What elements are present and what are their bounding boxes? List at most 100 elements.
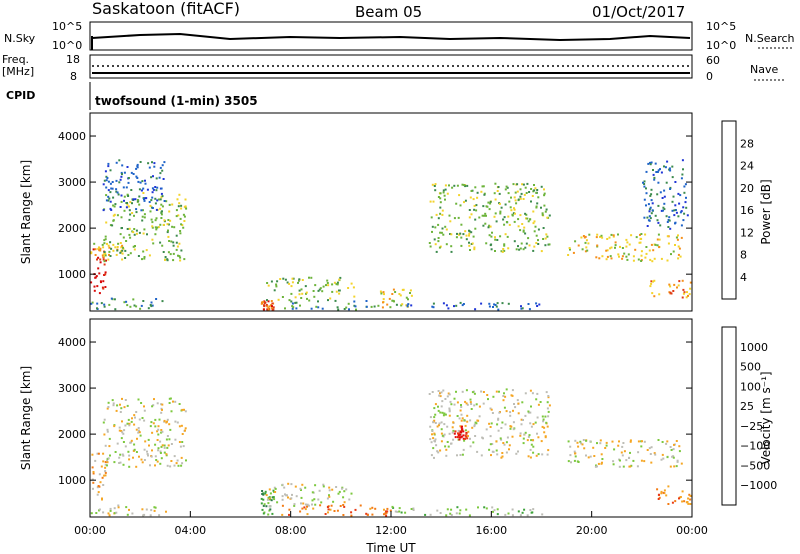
data-cell bbox=[122, 432, 125, 435]
data-cell bbox=[109, 507, 112, 510]
data-cell bbox=[179, 259, 182, 262]
data-cell bbox=[402, 288, 405, 291]
data-cell bbox=[140, 402, 143, 404]
data-cell bbox=[621, 255, 624, 258]
data-cell bbox=[120, 216, 123, 219]
data-cell bbox=[335, 283, 338, 286]
data-cell bbox=[497, 186, 500, 188]
data-cell bbox=[434, 422, 437, 424]
data-cell bbox=[527, 455, 530, 458]
data-cell bbox=[121, 397, 123, 400]
data-cell bbox=[102, 452, 105, 455]
data-cell bbox=[455, 390, 457, 393]
y-tick-label: 1000 bbox=[58, 268, 86, 281]
data-cell bbox=[478, 405, 481, 408]
data-cell bbox=[534, 421, 537, 424]
data-cell bbox=[657, 233, 660, 236]
data-cell bbox=[663, 492, 666, 495]
data-cell bbox=[540, 250, 543, 253]
data-cell bbox=[116, 214, 119, 217]
data-cell bbox=[118, 462, 121, 464]
data-cell bbox=[621, 257, 624, 260]
data-cell bbox=[599, 439, 602, 442]
data-cell bbox=[434, 413, 437, 416]
data-cell bbox=[429, 200, 432, 203]
data-cell bbox=[96, 302, 99, 305]
data-cell bbox=[345, 306, 348, 309]
data-cell bbox=[406, 305, 409, 308]
data-cell bbox=[678, 280, 681, 283]
data-cell bbox=[152, 188, 155, 191]
data-cell bbox=[107, 258, 110, 261]
data-cell bbox=[640, 260, 643, 262]
data-cell bbox=[681, 490, 684, 493]
colorbar-tick-label: −25 bbox=[740, 420, 763, 433]
data-cell bbox=[175, 234, 178, 237]
data-cell bbox=[525, 242, 528, 245]
data-cell bbox=[326, 497, 329, 500]
colorbar-tick-label: 100 bbox=[740, 380, 761, 393]
data-cell bbox=[625, 238, 628, 241]
data-cell bbox=[472, 235, 475, 238]
data-cell bbox=[540, 206, 542, 209]
data-cell bbox=[442, 191, 445, 194]
data-cell bbox=[161, 169, 164, 172]
data-cell bbox=[505, 410, 508, 413]
data-cell bbox=[101, 476, 104, 479]
data-cell bbox=[530, 443, 533, 446]
data-cell bbox=[102, 209, 105, 212]
data-cell bbox=[649, 285, 652, 288]
data-cell bbox=[440, 405, 443, 408]
data-cell bbox=[96, 307, 98, 310]
data-cell bbox=[448, 184, 450, 187]
data-cell bbox=[265, 494, 268, 497]
data-cell bbox=[504, 423, 507, 426]
data-cell bbox=[683, 185, 686, 188]
data-cell bbox=[606, 249, 609, 252]
data-cell bbox=[444, 445, 447, 448]
data-cell bbox=[138, 203, 141, 206]
data-cell bbox=[184, 198, 187, 201]
data-cell bbox=[135, 465, 138, 468]
y-tick-label: 2000 bbox=[58, 222, 86, 235]
data-cell bbox=[119, 461, 122, 464]
data-cell bbox=[537, 196, 540, 199]
data-cell bbox=[676, 238, 679, 241]
data-cell bbox=[520, 418, 523, 421]
data-cell bbox=[650, 161, 653, 164]
data-cell bbox=[468, 514, 471, 517]
velocity-axes-frame bbox=[89, 318, 693, 518]
data-cell bbox=[342, 514, 345, 516]
data-cell bbox=[128, 227, 131, 230]
data-cell bbox=[147, 454, 149, 457]
data-cell bbox=[302, 502, 305, 505]
data-cell bbox=[293, 504, 296, 507]
data-cell bbox=[643, 180, 646, 183]
data-cell bbox=[338, 289, 340, 292]
data-cell bbox=[453, 305, 455, 308]
data-cell bbox=[650, 243, 653, 246]
data-cell bbox=[457, 216, 460, 219]
data-cell bbox=[524, 414, 527, 417]
data-cell bbox=[100, 281, 102, 284]
data-cell bbox=[304, 503, 307, 506]
colorbar-tick-label: 16 bbox=[740, 204, 754, 217]
data-cell bbox=[128, 424, 131, 427]
data-cell bbox=[290, 292, 293, 295]
data-cell bbox=[135, 229, 138, 232]
data-cell bbox=[433, 456, 435, 459]
data-cell bbox=[114, 308, 117, 311]
data-cell bbox=[412, 507, 415, 510]
data-cell bbox=[327, 299, 329, 302]
data-cell bbox=[178, 193, 181, 196]
data-cell bbox=[124, 257, 127, 259]
data-cell bbox=[327, 511, 329, 514]
data-cell bbox=[155, 459, 158, 461]
data-cell bbox=[121, 431, 124, 434]
data-cell bbox=[495, 390, 498, 393]
data-cell bbox=[452, 438, 455, 441]
data-cell bbox=[157, 428, 160, 431]
data-cell bbox=[180, 204, 183, 207]
data-cell bbox=[154, 418, 157, 421]
data-cell bbox=[614, 244, 617, 247]
